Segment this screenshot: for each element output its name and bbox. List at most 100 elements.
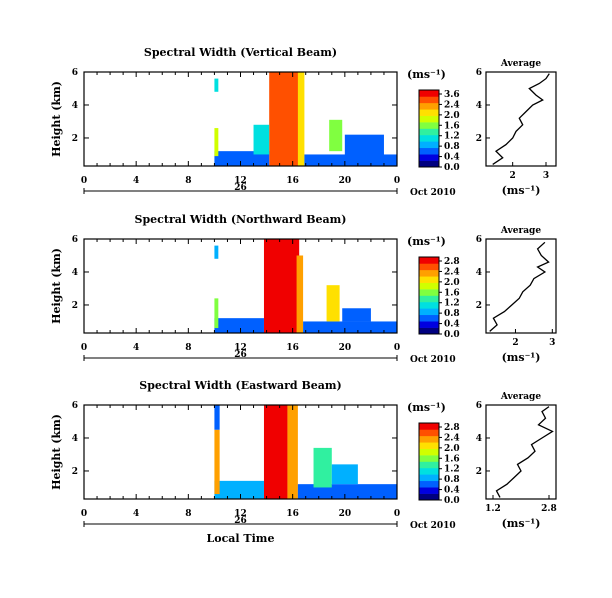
colorbar-tick-label: 0.0 [444,330,460,340]
colorbar-segment [419,455,439,462]
y-tick-label: 4 [72,434,78,444]
colorbar-tick-label: 1.2 [444,132,460,142]
colorbar-tick-label: 2.4 [444,433,460,443]
colorbar-segment [419,423,439,430]
colorbar-tick-label: 1.6 [444,454,460,464]
colorbar-tick-label: 1.2 [444,299,460,309]
x-tick-label: 0 [81,176,87,186]
profile-x-tick-label: 3 [549,338,555,348]
chart-title: Spectral Width (Eastward Beam) [139,379,341,392]
heatmap-cell [263,239,300,333]
heatmap-cell [313,447,332,488]
profile-x-label: (ms⁻¹) [502,351,541,364]
heatmap-cell [329,119,343,152]
heatmap-cell [331,464,358,485]
colorbar-segment [419,257,439,264]
heatmap-cell [297,72,305,166]
heatmap-cell [214,318,264,333]
profile-frame [485,238,557,334]
x-tick-label: 0 [394,509,400,519]
colorbar-tick-label: 2.0 [444,278,460,288]
x-tick-label: 16 [286,176,299,186]
colorbar-tick-label: 3.6 [444,90,460,100]
colorbar-frame [418,89,440,168]
profile-line [492,73,550,165]
colorbar-segment [419,122,439,129]
heatmap-cell [287,405,298,499]
colorbar-tick-label: 0.4 [444,486,460,496]
y-tick-label: 4 [72,101,78,111]
y-tick-label: 6 [72,401,78,411]
profile-title: Average [500,392,541,402]
y-tick-label: 2 [72,134,78,144]
y-axis-label: Height (km) [50,414,63,490]
colorbar-tick-label: 0.8 [444,475,460,485]
colorbar-unit: (ms⁻¹) [407,401,446,414]
heatmap-cell [326,285,340,322]
colorbar-tick-label: 0.0 [444,496,460,506]
colorbar-tick-label: 0.8 [444,142,460,152]
heatmap-cell [214,78,219,92]
profile-y-tick-label: 4 [476,268,482,278]
profile-y-tick-label: 4 [476,434,482,444]
chart-title: Spectral Width (Vertical Beam) [144,46,337,59]
date-right-label: Oct 2010 [410,355,456,365]
heatmap-cell [297,484,397,499]
profile-x-tick-label: 3 [543,171,549,181]
colorbar-segment [419,269,439,277]
colorbar-tick-label: 0.0 [444,163,460,173]
x-tick-label: 8 [185,509,191,519]
x-tick-label: 12 [234,343,247,353]
colorbar-segment [419,480,439,488]
colorbar-segment [419,276,439,283]
x-tick-label: 8 [185,343,191,353]
colorbar-segment [419,314,439,322]
colorbar-segment [419,321,439,328]
colorbar-segment [419,295,439,303]
x-tick-label: 0 [394,343,400,353]
profile-y-tick-label: 2 [476,467,482,477]
profile-line [489,241,550,332]
date-label: 26 [234,350,247,360]
colorbar-tick-label: 2.4 [444,100,460,110]
profile-line [495,406,554,498]
x-tick-label: 20 [339,509,352,519]
colorbar-tick-label: 0.4 [444,153,460,163]
heatmap-cell [214,298,219,329]
x-tick-label: 4 [133,176,139,186]
x-tick-label: 0 [81,343,87,353]
colorbar-segment [419,102,439,110]
y-tick-label: 2 [72,467,78,477]
colorbar-unit: (ms⁻¹) [407,235,446,248]
heatmap-cell [304,154,397,166]
colorbar-tick-label: 0.4 [444,320,460,330]
profile-y-tick-label: 6 [476,68,482,78]
colorbar-segment [419,429,439,437]
profile-y-tick-label: 6 [476,401,482,411]
colorbar-tick-label: 1.2 [444,465,460,475]
colorbar-tick-label: 2.0 [444,111,460,121]
colorbar-segment [419,474,439,482]
colorbar-segment [419,467,439,475]
colorbar-segment [419,461,439,469]
colorbar-tick-label: 2.8 [444,257,460,267]
colorbar-segment [419,115,439,123]
colorbar-segment [419,448,439,456]
colorbar-segment [419,289,439,296]
colorbar-tick-label: 1.6 [444,288,460,298]
profile-y-tick-label: 2 [476,301,482,311]
colorbar-tick-label: 1.6 [444,121,460,131]
heatmap-cell [344,134,384,157]
profile-y-tick-label: 4 [476,101,482,111]
profile-x-tick-label: 2 [510,171,516,181]
x-tick-label: 12 [234,509,247,519]
colorbar-tick-label: 2.8 [444,423,460,433]
heatmap-cell [214,245,219,259]
x-tick-label: 12 [234,176,247,186]
heatmap-cell [253,124,270,155]
colorbar-segment [419,154,439,161]
colorbar-segment [419,487,439,494]
colorbar-segment [419,160,439,168]
y-tick-label: 2 [72,301,78,311]
x-axis-label: Local Time [207,532,275,545]
